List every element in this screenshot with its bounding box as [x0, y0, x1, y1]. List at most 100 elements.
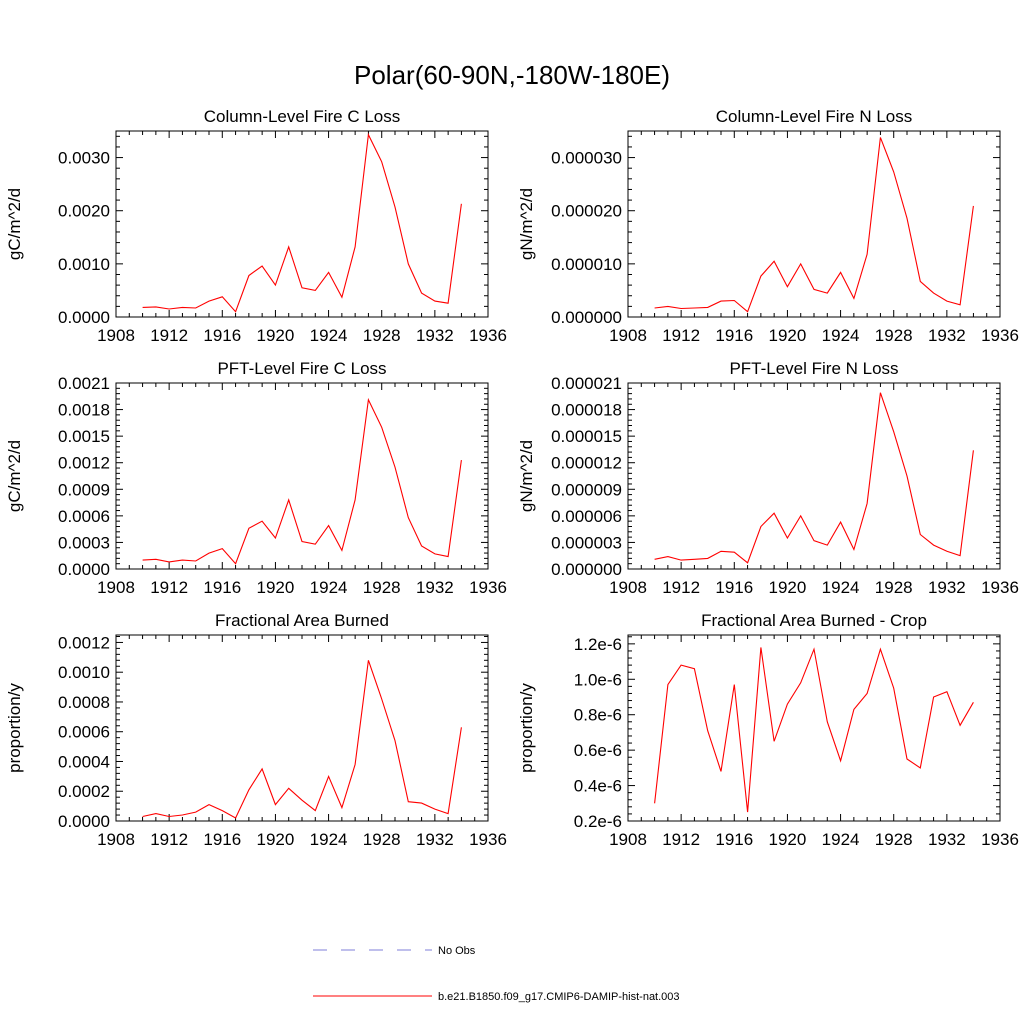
y-tick-label: 0.0002 [58, 782, 110, 801]
y-tick-label: 0.0009 [58, 480, 110, 499]
panel-title: Column-Level Fire N Loss [716, 107, 913, 126]
y-axis-label: gN/m^2/d [517, 440, 536, 512]
x-tick-label: 1908 [97, 830, 135, 849]
x-tick-label: 1924 [310, 326, 348, 345]
x-tick-label: 1936 [981, 326, 1019, 345]
y-tick-label: 0.0000 [58, 812, 110, 831]
x-tick-label: 1936 [981, 830, 1019, 849]
x-tick-label: 1920 [769, 830, 807, 849]
y-tick-label: 0.0020 [58, 202, 110, 221]
x-tick-label: 1936 [469, 326, 507, 345]
y-tick-label: 0.000000 [551, 308, 622, 327]
x-tick-label: 1912 [662, 326, 700, 345]
chart-panel: Fractional Area Burned - Crop proportion/… [517, 611, 1019, 849]
legend: No Obs b.e21.B1850.f09_g17.CMIP6-DAMIP-h… [313, 945, 680, 1003]
x-tick-label: 1912 [150, 830, 188, 849]
y-axis-label: gC/m^2/d [5, 440, 24, 512]
y-tick-label: 0.4e-6 [574, 777, 622, 796]
x-tick-label: 1932 [928, 578, 966, 597]
x-tick-label: 1916 [203, 326, 241, 345]
x-tick-label: 1908 [609, 578, 647, 597]
x-tick-label: 1928 [875, 326, 913, 345]
x-tick-label: 1928 [363, 326, 401, 345]
legend-item-no-obs: No Obs [313, 945, 476, 957]
series-line [654, 647, 974, 813]
y-tick-label: 0.000003 [551, 533, 622, 552]
x-tick-label: 1932 [416, 326, 454, 345]
y-tick-label: 0.0010 [58, 663, 110, 682]
y-tick-label: 0.0015 [58, 427, 110, 446]
y-tick-label: 0.000020 [551, 202, 622, 221]
y-tick-label: 0.000030 [551, 149, 622, 168]
x-tick-label: 1916 [203, 830, 241, 849]
series-line [654, 137, 974, 313]
panels: Column-Level Fire C Loss gC/m^2/d 1908 1912… [5, 107, 1019, 849]
chart-panel: PFT-Level Fire C Loss gC/m^2/d 1908 1912 191… [5, 359, 507, 597]
y-tick-label: 0.0006 [58, 507, 110, 526]
x-tick-label: 1920 [257, 326, 295, 345]
y-tick-label: 0.0010 [58, 255, 110, 274]
y-tick-label: 0.000006 [551, 507, 622, 526]
x-tick-label: 1924 [310, 578, 348, 597]
x-tick-label: 1924 [822, 578, 860, 597]
x-tick-label: 1924 [822, 326, 860, 345]
x-tick-label: 1912 [150, 326, 188, 345]
y-tick-label: 0.000012 [551, 454, 622, 473]
y-tick-label: 0.2e-6 [574, 812, 622, 831]
x-tick-label: 1908 [609, 326, 647, 345]
x-tick-label: 1932 [928, 830, 966, 849]
x-tick-label: 1928 [875, 830, 913, 849]
legend-item-model-run: b.e21.B1850.f09_g17.CMIP6-DAMIP-hist-nat… [313, 991, 680, 1003]
y-tick-label: 0.000018 [551, 401, 622, 420]
x-tick-label: 1920 [257, 578, 295, 597]
x-tick-label: 1912 [150, 578, 188, 597]
figure-title: Polar(60-90N,-180W-180E) [354, 60, 670, 90]
chart-panel: PFT-Level Fire N Loss gN/m^2/d 1908 1912 191… [517, 359, 1019, 597]
y-tick-label: 0.0000 [58, 560, 110, 579]
plot-frame [115, 634, 489, 822]
y-tick-label: 0.000015 [551, 427, 622, 446]
y-tick-label: 0.0003 [58, 533, 110, 552]
legend-label-no-obs: No Obs [438, 945, 476, 957]
y-axis-label: gN/m^2/d [517, 188, 536, 260]
panel-title: PFT-Level Fire N Loss [729, 359, 898, 378]
chart-panel: Column-Level Fire C Loss gC/m^2/d 1908 1912… [5, 107, 507, 345]
plot-frame [115, 130, 489, 318]
x-tick-label: 1916 [203, 578, 241, 597]
y-tick-label: 0.0030 [58, 149, 110, 168]
panel-title: Fractional Area Burned - Crop [701, 611, 927, 630]
x-tick-label: 1928 [363, 578, 401, 597]
y-tick-label: 0.8e-6 [574, 706, 622, 725]
y-tick-label: 0.0004 [58, 752, 110, 771]
y-tick-label: 1.2e-6 [574, 635, 622, 654]
x-tick-label: 1908 [609, 830, 647, 849]
panel-title: Column-Level Fire C Loss [204, 107, 401, 126]
x-tick-label: 1912 [662, 830, 700, 849]
series-line [654, 392, 974, 564]
y-tick-label: 0.0006 [58, 723, 110, 742]
series-line [142, 397, 462, 565]
y-tick-label: 0.0018 [58, 401, 110, 420]
legend-label-model-run: b.e21.B1850.f09_g17.CMIP6-DAMIP-hist-nat… [438, 991, 680, 1003]
y-tick-label: 0.0012 [58, 454, 110, 473]
y-axis-label: proportion/y [517, 683, 536, 773]
chart-panel: Fractional Area Burned proportion/y 1908 19… [5, 611, 507, 849]
x-tick-label: 1932 [416, 578, 454, 597]
x-tick-label: 1908 [97, 326, 135, 345]
x-tick-label: 1916 [715, 326, 753, 345]
series-line [142, 660, 462, 819]
y-tick-label: 0.0021 [58, 374, 110, 393]
y-axis-label: proportion/y [5, 683, 24, 773]
y-tick-label: 0.6e-6 [574, 741, 622, 760]
x-tick-label: 1916 [715, 830, 753, 849]
y-tick-label: 0.0000 [58, 308, 110, 327]
x-tick-label: 1908 [97, 578, 135, 597]
x-tick-label: 1920 [769, 578, 807, 597]
x-tick-label: 1936 [469, 830, 507, 849]
y-tick-label: 0.000021 [551, 374, 622, 393]
x-tick-label: 1932 [928, 326, 966, 345]
panel-title: PFT-Level Fire C Loss [217, 359, 386, 378]
y-tick-label: 0.000000 [551, 560, 622, 579]
x-tick-label: 1936 [981, 578, 1019, 597]
